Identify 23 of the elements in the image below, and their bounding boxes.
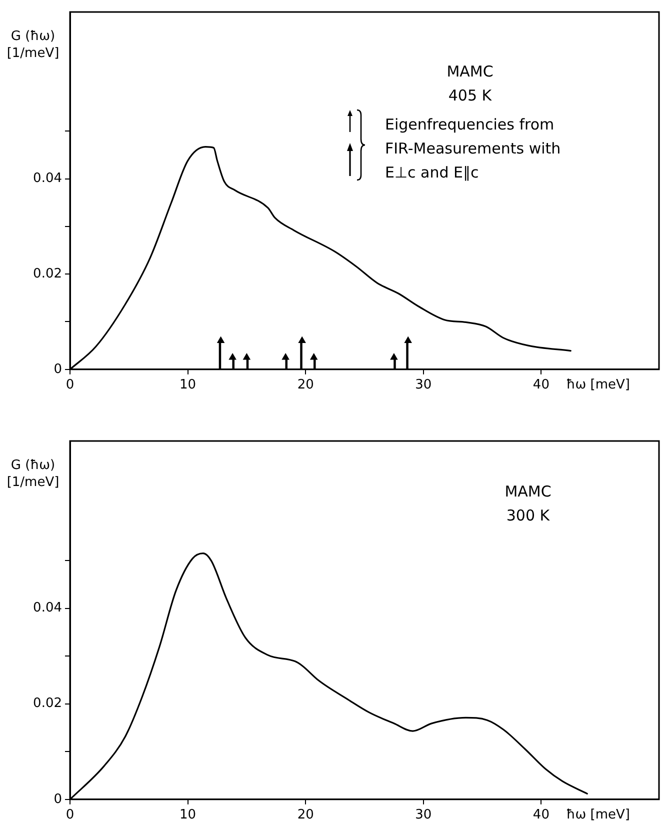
x-tick-label: 10 <box>180 378 196 393</box>
annotation: Eigenfrequencies from FIR-Measurements with E⊥c and E∥c <box>385 115 561 182</box>
annotation: MAMC 405 K <box>446 62 494 104</box>
x-tick-label: 0 <box>66 808 74 823</box>
x-tick-label: 20 <box>297 378 314 393</box>
x-tick-label: 40 <box>532 378 550 393</box>
y-tick-label: 0.04 <box>33 171 62 186</box>
y-axis-title: G (ħω) [1/meV] <box>6 28 60 61</box>
y-tick-label: 0 <box>54 792 62 807</box>
y-tick-label: 0.04 <box>33 600 62 616</box>
y-tick-label: 0 <box>54 362 62 377</box>
x-tick-label: 30 <box>415 378 432 393</box>
x-axis-title: ħω [meV] <box>566 377 630 392</box>
y-axis-title: G (ħω) [1/meV] <box>6 458 60 490</box>
annotation: MAMC 300 K <box>504 482 552 524</box>
y-tick-label: 0.02 <box>33 266 62 282</box>
x-tick-label: 30 <box>415 808 432 823</box>
x-tick-label: 20 <box>297 808 314 823</box>
x-axis-title: ħω [meV] <box>566 807 630 822</box>
x-tick-label: 40 <box>532 808 550 823</box>
x-tick-label: 0 <box>66 378 74 393</box>
y-tick-label: 0.02 <box>33 696 62 712</box>
x-tick-label: 10 <box>180 808 196 823</box>
